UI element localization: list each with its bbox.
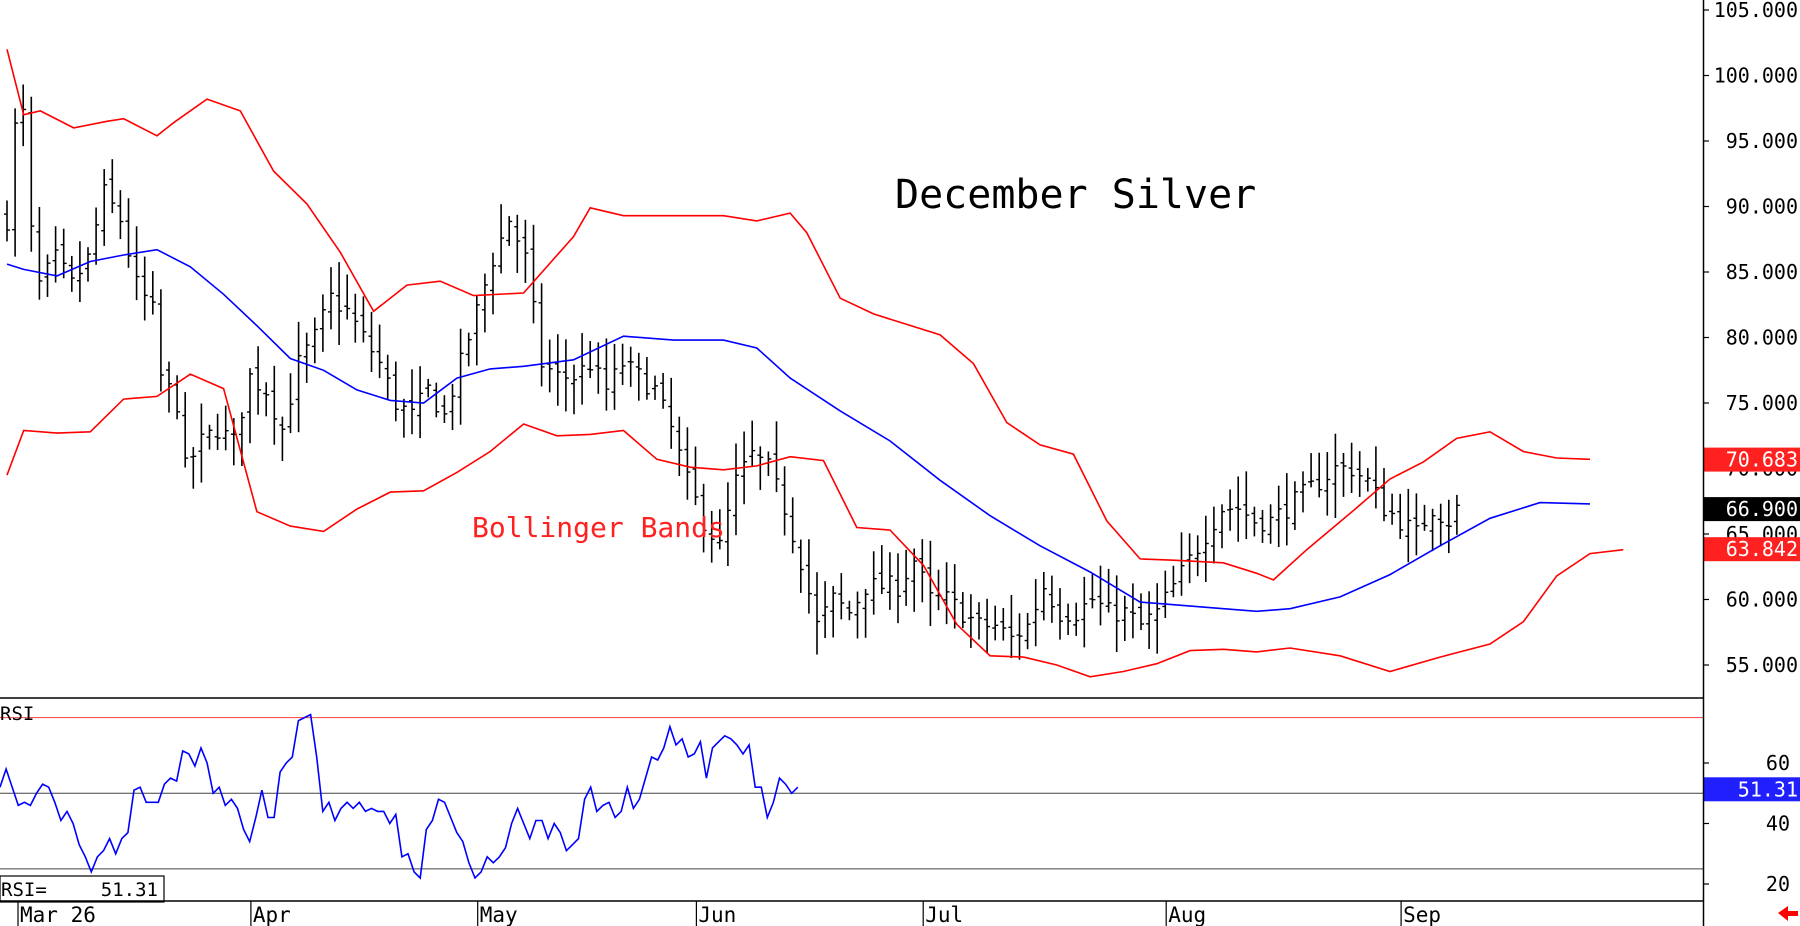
price-tag-label: 63.842 xyxy=(1726,537,1798,561)
price-axis-label: 105.000 xyxy=(1714,0,1798,22)
price-tag-box xyxy=(1704,447,1800,472)
price-tag-box xyxy=(1704,537,1800,562)
rsi-tag-label: 51.31 xyxy=(1738,777,1798,801)
x-axis-label: Apr xyxy=(253,903,291,926)
scroll-left-arrow-icon[interactable] xyxy=(1778,906,1798,921)
price-axis-label: 90.000 xyxy=(1726,195,1798,219)
price-tags: 70.683 66.900 63.842 xyxy=(1704,447,1800,562)
x-axis-label: Sep xyxy=(1403,903,1441,926)
price-tag-label: 70.683 xyxy=(1726,448,1798,472)
price-tag-label: 66.900 xyxy=(1726,497,1798,521)
x-axis-label: Aug xyxy=(1168,903,1206,926)
lower-bollinger-band xyxy=(6,373,1624,678)
price-axis-label: 60.000 xyxy=(1726,588,1798,612)
rsi-axis-label: 40 xyxy=(1766,812,1790,836)
x-axis-label: May xyxy=(480,903,518,926)
rsi-tag-box xyxy=(1704,777,1800,802)
rsi-current-tag: 51.31 xyxy=(1704,777,1800,802)
upper-bollinger-band xyxy=(6,49,1591,581)
rsi-label: RSI xyxy=(0,703,34,725)
price-axis-label: 55.000 xyxy=(1726,653,1798,677)
x-axis-label: Mar 26 xyxy=(20,903,96,926)
rsi-axis: 60 40 20 xyxy=(1703,751,1790,896)
rsi-readout-box xyxy=(0,875,165,903)
price-axis-label: 95.000 xyxy=(1726,129,1798,153)
x-axis-label: Jul xyxy=(925,903,963,926)
bollinger-bands-annotation: Bollinger Bands xyxy=(472,511,725,544)
rsi-axis-label: 20 xyxy=(1766,872,1790,896)
price-axis-label: 80.000 xyxy=(1726,326,1798,350)
rsi-reference-lines xyxy=(0,717,1703,870)
price-axis-label: 100.000 xyxy=(1714,64,1798,88)
rsi-readout-value: 51.31 xyxy=(101,879,158,901)
x-axis: Mar 26 Apr May Jun Jul Aug Sep xyxy=(17,901,1441,926)
middle-bollinger-band xyxy=(6,248,1591,613)
chart-title: December Silver xyxy=(895,172,1256,218)
price-tag-box xyxy=(1704,497,1800,522)
price-axis-label: 75.000 xyxy=(1726,391,1798,415)
price-axis-label: 85.000 xyxy=(1726,260,1798,284)
rsi-panel: RSI RSI= 51.31 xyxy=(0,703,1703,903)
rsi-readout-label: RSI= xyxy=(1,879,47,901)
price-panel: December Silver Bollinger Bands xyxy=(4,49,1624,678)
price-axis: 105.000 100.000 95.000 90.000 85.000 80.000 75… xyxy=(1703,0,1798,677)
x-axis-label: Jun xyxy=(698,903,736,926)
rsi-axis-label: 60 xyxy=(1766,751,1790,775)
rsi-line xyxy=(0,713,799,880)
ohlc-bars xyxy=(4,84,1460,660)
